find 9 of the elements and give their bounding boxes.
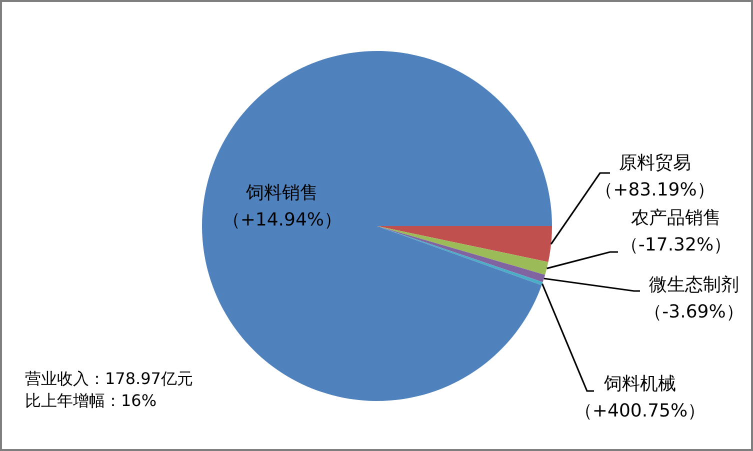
text: 营业收入：178.97亿元 [25,369,193,388]
slice-label: 饲料机械（+400.75%） [574,373,706,422]
text: 比上年增幅：16% [25,391,157,410]
pie-slice [202,51,552,401]
slice-label: 农产品销售（-17.32%） [620,207,732,256]
pie-slice [377,226,552,262]
slice-label: 微生态制剂（-3.69%） [644,274,744,322]
slice-label: 原料贸易（+83.19%） [595,152,715,200]
slice-label: 饲料销售（+14.94%） [222,182,342,230]
